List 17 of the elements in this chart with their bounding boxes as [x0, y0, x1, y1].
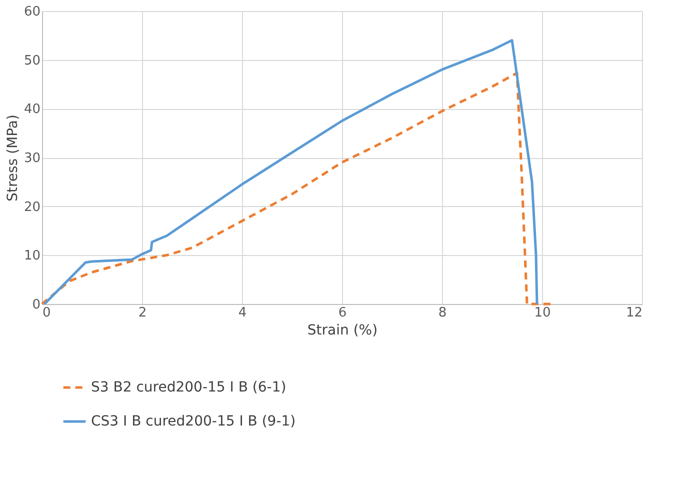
legend-label: CS3 I B cured200-15 I B (9-1) [91, 414, 296, 430]
x-tick-label: 10 [534, 306, 551, 320]
x-axis-title: Strain (%) [307, 322, 378, 338]
x-tick-label: 4 [238, 306, 247, 320]
legend-label: S3 B2 cured200-15 I B (6-1) [91, 380, 286, 396]
x-tick-label: 6 [338, 306, 347, 320]
x-tick-label: 0 [42, 306, 51, 320]
y-tick-label: 60 [24, 4, 40, 20]
x-tick-label: 8 [438, 306, 447, 320]
x-tick-label: 12 [626, 306, 642, 320]
y-tick-label: 20 [24, 200, 40, 215]
y-tick-label: 10 [24, 248, 40, 264]
y-tick-label: 40 [24, 102, 40, 118]
y-tick-label: 30 [24, 151, 40, 166]
y-axis-title: Stress (MPa) [4, 114, 21, 202]
y-tick-label: 50 [24, 53, 40, 68]
x-tick-label: 2 [138, 306, 147, 320]
